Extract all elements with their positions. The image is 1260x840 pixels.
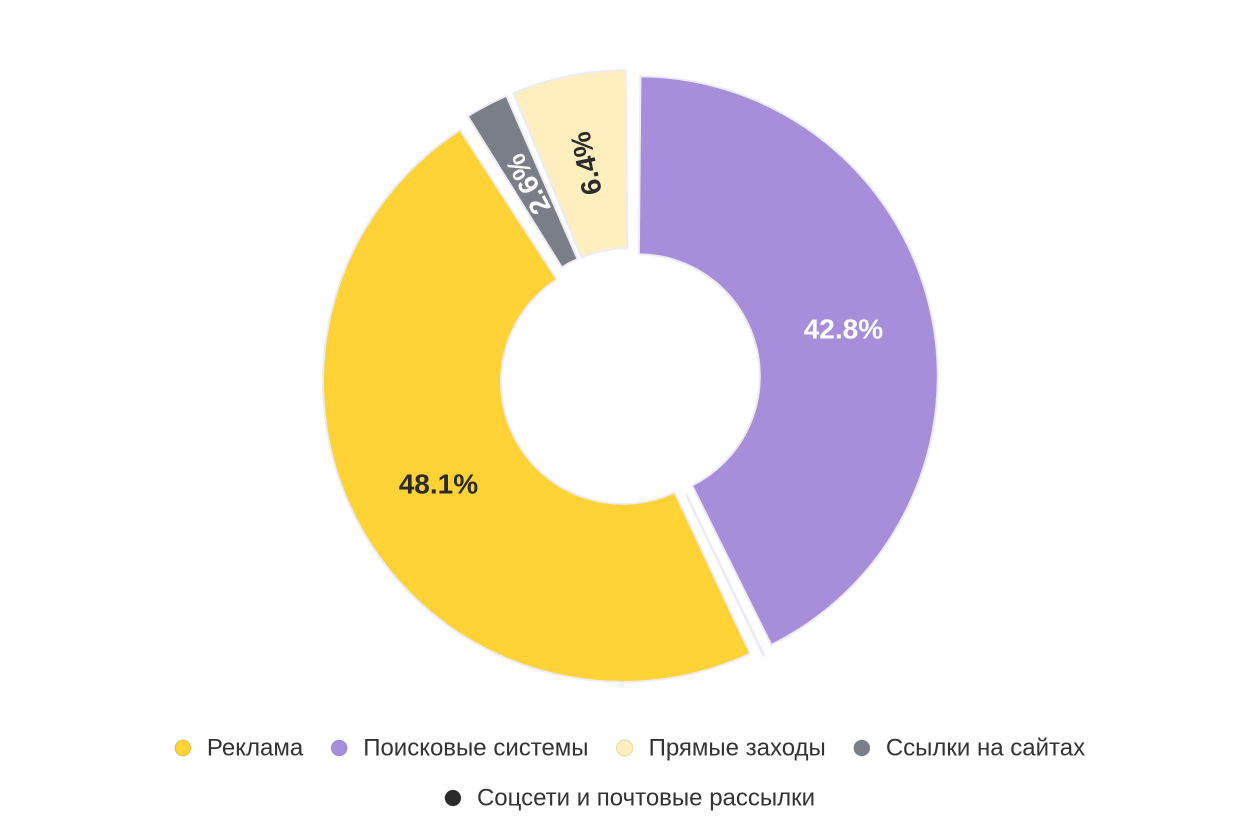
legend-marker-3 — [616, 739, 634, 757]
slice-1[interactable] — [322, 128, 752, 683]
legend-label-2: Поисковые системы — [363, 735, 588, 762]
slice-5[interactable] — [685, 494, 766, 657]
legend-label-1: Реклама — [207, 735, 304, 762]
slice-3[interactable] — [512, 69, 629, 259]
legend-item-3[interactable]: Прямые заходы — [616, 735, 826, 762]
legend-item-4[interactable]: Ссылки на сайтах — [853, 735, 1085, 762]
slice-2[interactable] — [637, 75, 939, 646]
legend-marker-2 — [330, 739, 348, 757]
legend: Реклама Поисковые системы Прямые заходы Ссы… — [174, 735, 1085, 812]
legend-marker-4 — [853, 739, 871, 757]
legend-label-3: Прямые заходы — [649, 735, 826, 762]
legend-item-5[interactable]: Соцсети и почтовые рассылки — [444, 785, 815, 812]
legend-label-4: Ссылки на сайтах — [886, 735, 1085, 762]
data-label-1: 48.1% — [399, 469, 478, 500]
data-label-2: 42.8% — [804, 313, 883, 344]
slices-layer — [322, 69, 939, 683]
legend-marker-1 — [174, 739, 192, 757]
legend-item-1[interactable]: Реклама — [174, 735, 304, 762]
slice-4[interactable] — [466, 94, 579, 269]
legend-marker-5 — [444, 789, 462, 807]
legend-label-5: Соцсети и почтовые рассылки — [477, 785, 815, 812]
legend-item-2[interactable]: Поисковые системы — [330, 735, 589, 762]
